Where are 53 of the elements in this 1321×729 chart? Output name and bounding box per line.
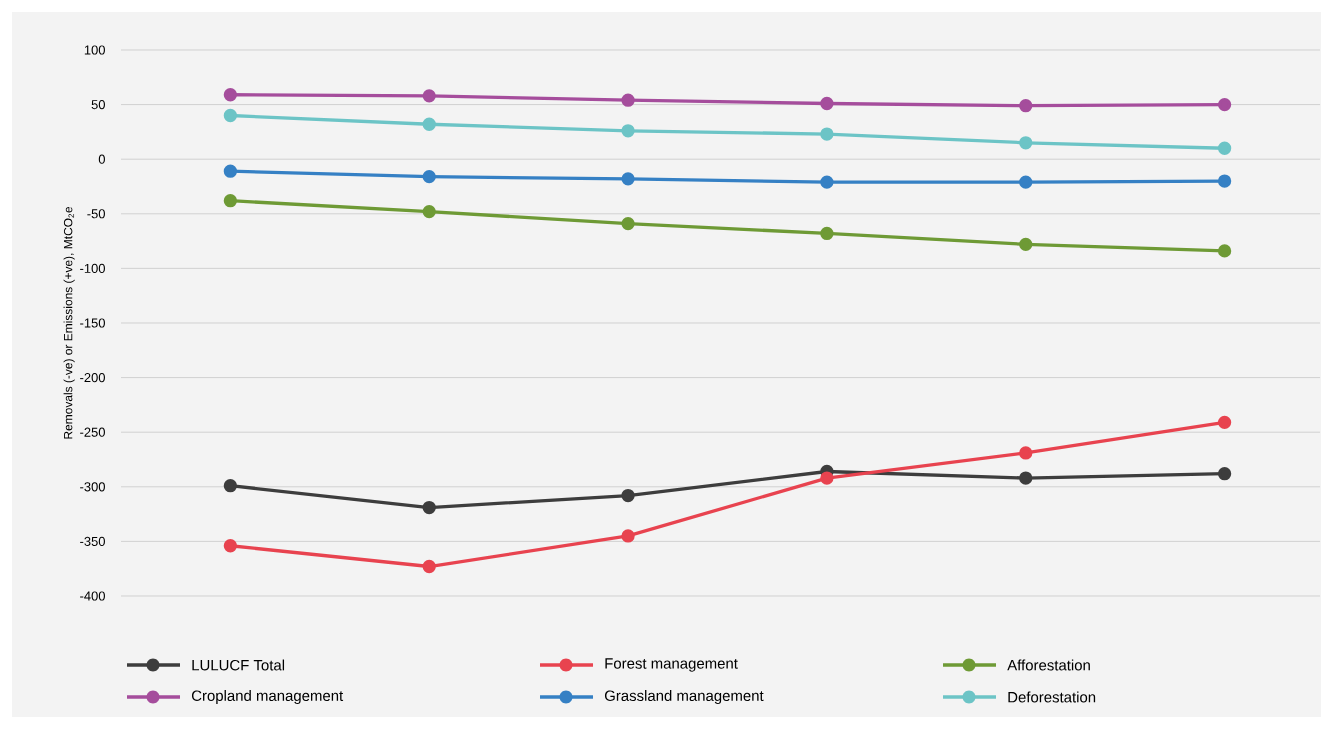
point bbox=[1019, 175, 1033, 189]
y-tick-label: -300 bbox=[80, 482, 105, 492]
point bbox=[621, 124, 635, 138]
point bbox=[422, 170, 436, 184]
y-tick-label: -200 bbox=[80, 373, 105, 383]
point bbox=[1217, 97, 1232, 112]
legend-label: Deforestation bbox=[1008, 691, 1096, 703]
point bbox=[1217, 467, 1232, 481]
point bbox=[820, 175, 834, 189]
point bbox=[1217, 174, 1232, 188]
point bbox=[223, 194, 238, 208]
point bbox=[223, 88, 238, 102]
point bbox=[621, 93, 635, 107]
y-tick-label: -400 bbox=[80, 591, 105, 601]
point bbox=[621, 488, 635, 503]
y-tick-label: -50 bbox=[87, 209, 105, 219]
point bbox=[1217, 244, 1232, 258]
point bbox=[621, 216, 635, 231]
point bbox=[223, 539, 238, 553]
y-tick-label: -250 bbox=[80, 427, 105, 437]
y-tick-label: -350 bbox=[80, 536, 105, 546]
point bbox=[1019, 99, 1033, 113]
point bbox=[1217, 415, 1232, 430]
point bbox=[223, 479, 238, 493]
point bbox=[223, 164, 238, 178]
y-tick-label: 0 bbox=[98, 154, 105, 164]
y-tick-label: -100 bbox=[80, 263, 105, 273]
point bbox=[820, 226, 834, 241]
point bbox=[422, 117, 436, 131]
point bbox=[422, 204, 436, 219]
point bbox=[223, 108, 238, 123]
point bbox=[1019, 446, 1033, 460]
point bbox=[422, 500, 436, 515]
point bbox=[422, 89, 436, 103]
legend-label: Forest management bbox=[605, 658, 738, 672]
legend-label: LULUCF Total bbox=[192, 659, 285, 671]
point bbox=[1019, 237, 1033, 252]
point bbox=[621, 172, 635, 186]
point bbox=[820, 96, 834, 111]
point bbox=[1217, 141, 1232, 155]
point bbox=[621, 529, 635, 543]
point bbox=[820, 127, 834, 141]
point bbox=[422, 559, 436, 574]
point bbox=[1019, 136, 1033, 150]
legend-label: Grassland management bbox=[604, 690, 764, 704]
point bbox=[820, 471, 834, 485]
y-tick-label: 100 bbox=[84, 45, 105, 55]
y-tick-label: -150 bbox=[80, 318, 105, 328]
y-axis-title: Removals (-ve) or Emissions (+ve), MtCO$_{2}$e bbox=[63, 206, 75, 439]
legend-label: Cropland management bbox=[191, 690, 344, 704]
y-tick-label: 50 bbox=[91, 100, 105, 110]
legend-label: Afforestation bbox=[1007, 659, 1090, 671]
point bbox=[1019, 471, 1033, 485]
